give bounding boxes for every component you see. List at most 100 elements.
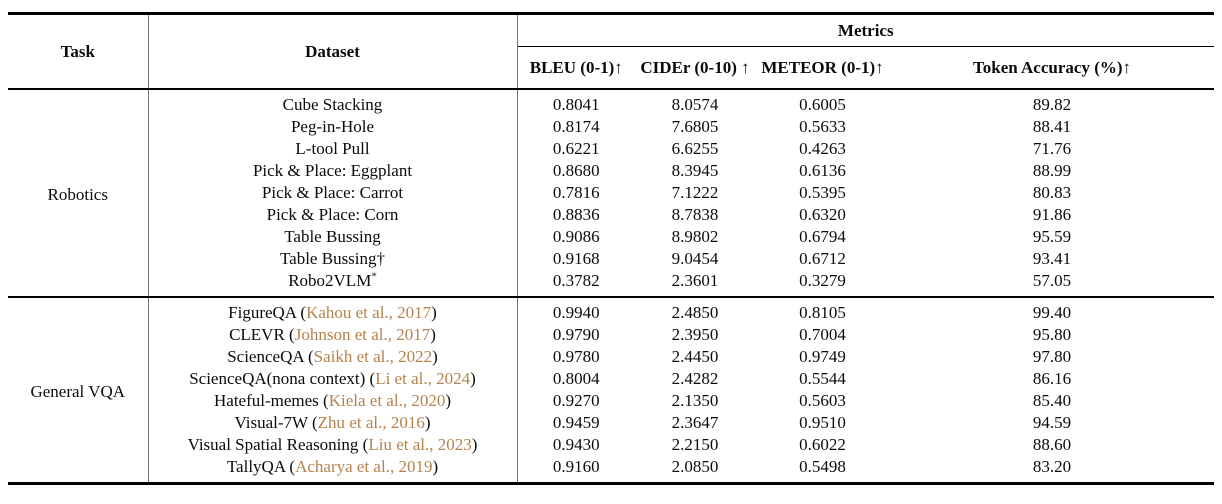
- metric-value: 2.3601: [671, 271, 719, 290]
- metric-value: 88.41: [1032, 117, 1072, 136]
- metric-value: 7.1222: [671, 183, 719, 202]
- metric-value: 9.0454: [671, 249, 719, 268]
- metric-value: 0.8836: [552, 205, 600, 224]
- metric-value: 0.5633: [799, 117, 846, 136]
- dataset-name: L-tool Pull: [295, 139, 370, 158]
- metric-value: 94.59: [1032, 413, 1072, 432]
- dataset-cell: Visual Spatial Reasoning (Liu et al., 20…: [148, 434, 518, 456]
- citation-link[interactable]: Acharya et al., 2019: [295, 457, 433, 476]
- results-table: Task Dataset Metrics BLEU (0-1)↑ CIDEr (…: [8, 12, 1214, 485]
- metric-value: 95.80: [1032, 325, 1072, 344]
- citation-link[interactable]: Liu et al., 2023: [368, 435, 472, 454]
- dataset-cell: Table Bussing†: [148, 248, 518, 270]
- metric-value: 88.60: [1032, 435, 1072, 454]
- metric-value: 2.3950: [671, 325, 719, 344]
- metric-value: 57.05: [1032, 271, 1072, 290]
- column-header-metrics-group: Metrics: [517, 13, 1214, 47]
- dataset-cell: CLEVR (Johnson et al., 2017): [148, 324, 518, 346]
- metric-value: 85.40: [1032, 391, 1072, 410]
- metric-value: 0.6320: [799, 205, 846, 224]
- metric-value: 2.4850: [671, 303, 719, 322]
- metric-value: 7.6805: [671, 117, 719, 136]
- metric-value: 8.3945: [671, 161, 719, 180]
- dataset-cell: Peg-in-Hole: [148, 116, 518, 138]
- citation-link[interactable]: Li et al., 2024: [375, 369, 471, 388]
- metric-value: 0.3782: [552, 271, 600, 290]
- metric-value: 8.7838: [671, 205, 719, 224]
- metric-value: 80.83: [1032, 183, 1072, 202]
- metric-value: 0.7004: [799, 325, 846, 344]
- table-header: Task Dataset Metrics BLEU (0-1)↑ CIDEr (…: [8, 13, 1214, 89]
- metric-value: 2.1350: [671, 391, 719, 410]
- table-row: Table Bussing 0.9086 8.9802 0.6794 95.59: [8, 226, 1214, 248]
- citation-link[interactable]: Zhu et al., 2016: [317, 413, 425, 432]
- metric-value: 0.6712: [799, 249, 846, 268]
- dataset-cell: Robo2VLM*: [148, 270, 518, 297]
- column-header-meteor: METEOR (0-1)↑: [761, 57, 884, 77]
- metric-value: 0.8105: [799, 303, 846, 322]
- metric-value: 0.6136: [799, 161, 846, 180]
- metric-value: 0.6794: [799, 227, 846, 246]
- table-row: Pick & Place: Carrot 0.7816 7.1222 0.5395 80…: [8, 182, 1214, 204]
- dataset-name: Table Bussing: [284, 227, 381, 246]
- dataset-name: Pick & Place: Corn: [266, 205, 399, 224]
- metric-value: 0.6005: [799, 95, 846, 114]
- metric-value: 0.9780: [552, 347, 600, 366]
- metric-value: 8.9802: [671, 227, 719, 246]
- column-header-bleu: BLEU (0-1)↑: [529, 57, 623, 77]
- table-row: Hateful-memes (Kiela et al., 2020) 0.9270…: [8, 390, 1214, 412]
- dataset-name: CLEVR: [229, 325, 285, 344]
- metric-value: 0.5544: [799, 369, 846, 388]
- dataset-name: Cube Stacking: [282, 95, 383, 114]
- dataset-cell: TallyQA (Acharya et al., 2019): [148, 456, 518, 484]
- table-row: Visual Spatial Reasoning (Liu et al., 20…: [8, 434, 1214, 456]
- metric-value: 0.3279: [799, 271, 846, 290]
- table-row: L-tool Pull 0.6221 6.6255 0.4263 71.76: [8, 138, 1214, 160]
- table-row: General VQA FigureQA (Kahou et al., 2017)…: [8, 297, 1214, 484]
- metric-value: 0.9160: [552, 457, 600, 476]
- metric-value: 86.16: [1032, 369, 1072, 388]
- dataset-cell: Hateful-memes (Kiela et al., 2020): [148, 390, 518, 412]
- citation-link[interactable]: Kahou et al., 2017: [306, 303, 432, 322]
- dataset-cell: L-tool Pull: [148, 138, 518, 160]
- metric-value: 0.9510: [799, 413, 846, 432]
- dataset-cell: ScienceQA(nona context) (Li et al., 2024…: [148, 368, 518, 390]
- metric-value: 99.40: [1032, 303, 1072, 322]
- metric-value: 0.9459: [552, 413, 600, 432]
- column-header-token-accuracy: Token Accuracy (%)↑: [972, 57, 1132, 77]
- metric-value: 71.76: [1032, 139, 1072, 158]
- table-row: TallyQA (Acharya et al., 2019) 0.9160 2.08…: [8, 456, 1214, 484]
- metric-value: 0.9940: [552, 303, 600, 322]
- metric-value: 0.5395: [799, 183, 846, 202]
- metric-value: 2.4282: [671, 369, 719, 388]
- metric-value: 95.59: [1032, 227, 1072, 246]
- table-row: Robo2VLM* 0.3782 2.3601 0.3279 57.05: [8, 270, 1214, 297]
- metric-value: 0.5603: [799, 391, 846, 410]
- dataset-name: TallyQA: [226, 457, 286, 476]
- dataset-suffix: *: [371, 270, 377, 283]
- citation-link[interactable]: Saikh et al., 2022: [313, 347, 433, 366]
- metric-value: 89.82: [1032, 95, 1072, 114]
- metric-value: 0.9168: [552, 249, 600, 268]
- metric-value: 88.99: [1032, 161, 1072, 180]
- table-row: ScienceQA(nona context) (Li et al., 2024…: [8, 368, 1214, 390]
- dataset-name: ScienceQA: [227, 347, 304, 366]
- dataset-name: Robo2VLM: [288, 271, 372, 290]
- dataset-name: FigureQA: [228, 303, 297, 322]
- metric-value: 0.6221: [552, 139, 600, 158]
- metric-value: 0.7816: [552, 183, 600, 202]
- dataset-cell: ScienceQA (Saikh et al., 2022): [148, 346, 518, 368]
- metric-value: 0.8680: [552, 161, 600, 180]
- table-row: CLEVR (Johnson et al., 2017) 0.9790 2.3950…: [8, 324, 1214, 346]
- metric-value: 6.6255: [671, 139, 719, 158]
- metric-value: 0.9749: [799, 347, 846, 366]
- dataset-name: Visual Spatial Reasoning: [187, 435, 359, 454]
- dataset-name: Hateful-memes: [214, 391, 319, 410]
- metric-value: 0.8041: [552, 95, 600, 114]
- metric-value: 0.5498: [799, 457, 846, 476]
- citation-link[interactable]: Johnson et al., 2017: [294, 325, 431, 344]
- citation-link[interactable]: Kiela et al., 2020: [328, 391, 446, 410]
- table-row: Robotics Cube Stacking 0.8041 8.0574 0.6005 8…: [8, 89, 1214, 297]
- column-header-dataset: Dataset: [148, 13, 518, 89]
- dataset-name: ScienceQA(nona context): [189, 369, 366, 388]
